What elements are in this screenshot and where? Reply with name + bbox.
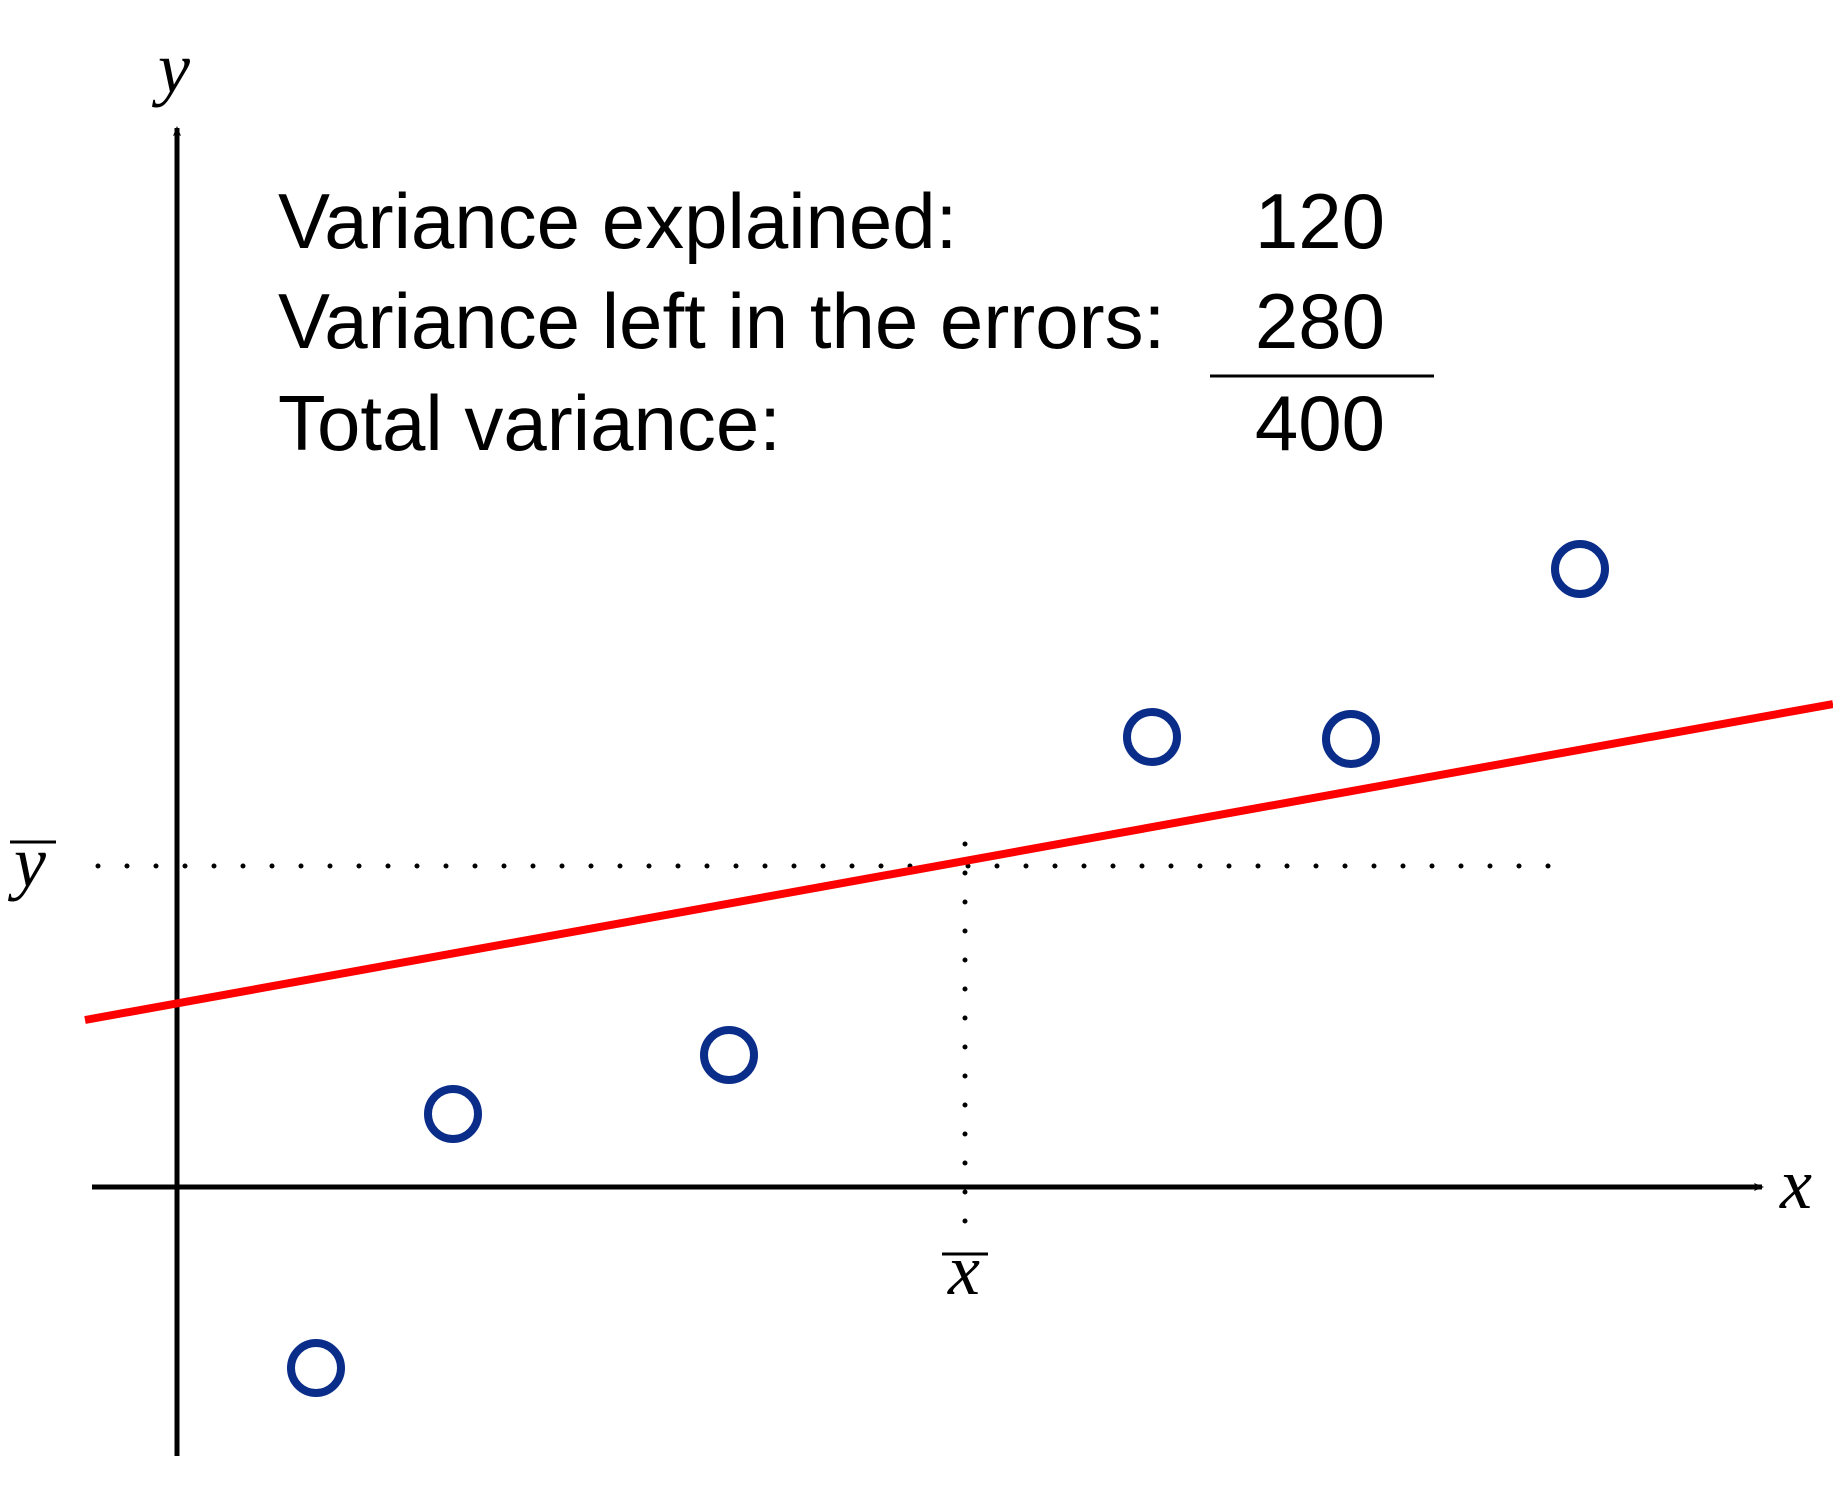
- regression-line: [84, 700, 1833, 1024]
- data-point: [287, 1339, 345, 1397]
- x-mean-symbol: x: [947, 1230, 980, 1310]
- y-mean-symbol: y: [7, 822, 46, 902]
- variance-errors-value: 280: [1255, 277, 1385, 365]
- variance-explained-value: 120: [1255, 177, 1385, 265]
- data-points: [287, 540, 1609, 1397]
- total-variance-label: Total variance:: [278, 379, 781, 467]
- x-mean-label: x: [942, 1230, 988, 1310]
- data-point: [1551, 540, 1609, 598]
- variance-errors-label: Variance left in the errors:: [278, 277, 1165, 365]
- y-mean-label: y: [7, 822, 56, 902]
- variance-table: Variance explained: 120 Variance left in…: [278, 177, 1434, 467]
- x-axis-label: x: [1779, 1144, 1812, 1224]
- data-point: [700, 1026, 758, 1084]
- data-point: [424, 1085, 482, 1143]
- data-point: [1123, 708, 1181, 766]
- y-axis-label: y: [151, 28, 190, 108]
- data-point: [1322, 710, 1380, 768]
- total-variance-value: 400: [1255, 379, 1385, 467]
- variance-explained-label: Variance explained:: [278, 177, 957, 265]
